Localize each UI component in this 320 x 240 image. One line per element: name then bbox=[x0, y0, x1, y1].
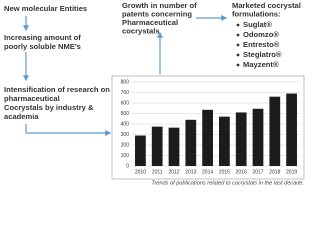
label-line: Cocrystals by industry & bbox=[4, 103, 94, 112]
bar bbox=[135, 135, 146, 166]
y-tick-label: 500 bbox=[121, 111, 130, 117]
y-tick-label: 800 bbox=[121, 79, 130, 85]
y-tick-label: 200 bbox=[121, 142, 130, 148]
label-line: Marketed cocrystal bbox=[232, 1, 301, 10]
bar bbox=[235, 112, 247, 166]
bar bbox=[286, 93, 297, 166]
y-tick-label: 100 bbox=[121, 153, 130, 159]
bar bbox=[168, 127, 180, 166]
chart: 0 100 200 300 400 500 600 700 800 2010 2011 2012 201… bbox=[121, 79, 304, 186]
x-tick-label: 2014 bbox=[202, 169, 213, 175]
label-line: pharmaceutical bbox=[4, 94, 60, 103]
label-line: patents concerning bbox=[122, 10, 192, 19]
y-tick-label: 0 bbox=[126, 163, 129, 169]
bar bbox=[269, 96, 281, 166]
bar bbox=[202, 109, 213, 166]
label-line: Increasing amount of bbox=[4, 33, 81, 42]
label-line: formulations: bbox=[232, 10, 281, 19]
x-tick-label: 2013 bbox=[185, 169, 196, 175]
x-tick-label: 2016 bbox=[236, 169, 247, 175]
bullet bbox=[236, 43, 240, 47]
y-tick-label: 400 bbox=[121, 121, 130, 127]
label-line: New molecular Entities bbox=[4, 4, 87, 13]
bullet bbox=[236, 33, 240, 37]
y-tick-label: 700 bbox=[121, 90, 130, 96]
label-line: Pharmaceutical bbox=[122, 18, 178, 27]
chart-frame bbox=[111, 75, 305, 180]
y-tick-label: 300 bbox=[121, 132, 130, 138]
x-tick-label: 2012 bbox=[168, 169, 179, 175]
x-tick-label: 2019 bbox=[286, 169, 297, 175]
x-tick-label: 2018 bbox=[269, 169, 280, 175]
label-line: academia bbox=[4, 112, 39, 121]
x-tick-label: 2015 bbox=[219, 169, 230, 175]
text-group: New molecular Entities Increasing amount … bbox=[4, 1, 301, 121]
bar bbox=[252, 108, 264, 166]
bar bbox=[185, 119, 197, 166]
bullet bbox=[236, 23, 240, 27]
bar bbox=[151, 126, 163, 166]
label-line: cocrystals bbox=[122, 27, 160, 36]
y-tick-label: 600 bbox=[121, 100, 130, 106]
list-item: Entresto® bbox=[243, 40, 280, 49]
bullet bbox=[236, 63, 240, 67]
label-line: Growth in number of bbox=[122, 1, 197, 10]
x-tick-label: 2017 bbox=[252, 169, 263, 175]
bullet bbox=[236, 53, 240, 57]
list-item: Steglatro® bbox=[243, 50, 282, 59]
caption: Trends of publications related to cocrys… bbox=[151, 180, 304, 186]
label-line: Intensification of research on bbox=[4, 85, 110, 94]
x-tick-label: 2011 bbox=[152, 169, 163, 175]
list-item: Suglat® bbox=[243, 20, 272, 29]
x-tick-label: 2010 bbox=[135, 169, 146, 175]
list-item: Odomzo® bbox=[243, 30, 279, 39]
bar bbox=[219, 116, 230, 166]
arrow bbox=[25, 124, 112, 136]
label-line: poorly soluble NME's bbox=[4, 42, 81, 51]
list-item: Mayzent® bbox=[243, 60, 279, 69]
infographic: New molecular Entities Increasing amount … bbox=[4, 1, 305, 186]
